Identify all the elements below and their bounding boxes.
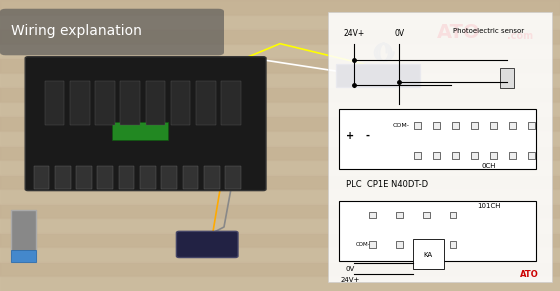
- Bar: [0, 247, 560, 262]
- Bar: [76, 166, 92, 189]
- Bar: [221, 81, 241, 125]
- Bar: [183, 166, 198, 189]
- Bar: [423, 242, 430, 248]
- Bar: [396, 242, 403, 248]
- Bar: [0, 276, 560, 291]
- Bar: [0, 218, 560, 233]
- Bar: [161, 166, 177, 189]
- Text: COM-: COM-: [419, 242, 433, 247]
- Bar: [11, 210, 36, 262]
- Text: .com: .com: [507, 31, 533, 41]
- Bar: [0, 87, 560, 102]
- Text: PLC  CP1E N40DT-D: PLC CP1E N40DT-D: [346, 180, 428, 189]
- Bar: [369, 242, 376, 248]
- Bar: [414, 152, 421, 159]
- Bar: [0, 116, 560, 131]
- Bar: [196, 81, 216, 125]
- Bar: [528, 152, 535, 159]
- FancyBboxPatch shape: [25, 57, 266, 191]
- Bar: [490, 123, 497, 129]
- Bar: [0, 233, 560, 247]
- Bar: [369, 212, 376, 218]
- Text: 0V: 0V: [394, 29, 404, 38]
- Bar: [204, 166, 220, 189]
- Bar: [0, 204, 560, 218]
- Bar: [414, 123, 421, 129]
- Text: COM-: COM-: [393, 123, 410, 128]
- Text: Wiring explanation: Wiring explanation: [11, 24, 142, 38]
- Bar: [423, 212, 430, 218]
- Text: Photoelectric sensor: Photoelectric sensor: [453, 28, 525, 33]
- Bar: [339, 201, 536, 261]
- Bar: [0, 102, 560, 116]
- Bar: [45, 81, 64, 125]
- Bar: [97, 166, 113, 189]
- Bar: [0, 73, 560, 87]
- Bar: [450, 242, 456, 248]
- Bar: [433, 123, 440, 129]
- Text: 24V+: 24V+: [340, 276, 360, 283]
- Bar: [413, 239, 444, 269]
- Text: 0CH: 0CH: [482, 163, 496, 169]
- Bar: [396, 212, 403, 218]
- Bar: [140, 166, 156, 189]
- Text: 0V: 0V: [346, 266, 354, 272]
- Bar: [95, 81, 115, 125]
- Bar: [509, 123, 516, 129]
- Bar: [55, 166, 71, 189]
- Bar: [171, 81, 190, 125]
- Bar: [70, 81, 90, 125]
- Text: +: +: [346, 131, 354, 141]
- Bar: [450, 212, 456, 218]
- Bar: [0, 15, 560, 29]
- Bar: [225, 166, 241, 189]
- Bar: [328, 12, 552, 282]
- Bar: [0, 131, 560, 146]
- Bar: [528, 123, 535, 129]
- Bar: [0, 44, 560, 58]
- Bar: [500, 68, 514, 88]
- Bar: [452, 123, 459, 129]
- Bar: [146, 81, 165, 125]
- Text: KA: KA: [424, 252, 433, 258]
- Bar: [34, 166, 49, 189]
- Bar: [0, 29, 560, 44]
- Bar: [0, 0, 560, 15]
- Bar: [120, 81, 140, 125]
- Bar: [452, 152, 459, 159]
- FancyBboxPatch shape: [176, 231, 238, 258]
- Bar: [0, 262, 560, 276]
- Bar: [433, 152, 440, 159]
- Text: 24V+: 24V+: [344, 29, 365, 38]
- Text: COM-: COM-: [356, 242, 371, 247]
- Text: ATO: ATO: [520, 270, 539, 279]
- Bar: [490, 152, 497, 159]
- Bar: [339, 109, 536, 168]
- Bar: [11, 250, 36, 262]
- Text: -: -: [366, 131, 370, 141]
- Bar: [112, 122, 168, 140]
- Bar: [0, 146, 560, 160]
- Bar: [119, 166, 134, 189]
- Bar: [509, 152, 516, 159]
- Text: 101CH: 101CH: [477, 203, 501, 210]
- Bar: [0, 58, 560, 73]
- Bar: [471, 152, 478, 159]
- Text: ATO: ATO: [437, 22, 480, 42]
- Bar: [0, 160, 560, 175]
- FancyBboxPatch shape: [0, 9, 224, 55]
- Bar: [471, 123, 478, 129]
- Bar: [336, 64, 420, 87]
- Bar: [0, 189, 560, 204]
- Bar: [0, 175, 560, 189]
